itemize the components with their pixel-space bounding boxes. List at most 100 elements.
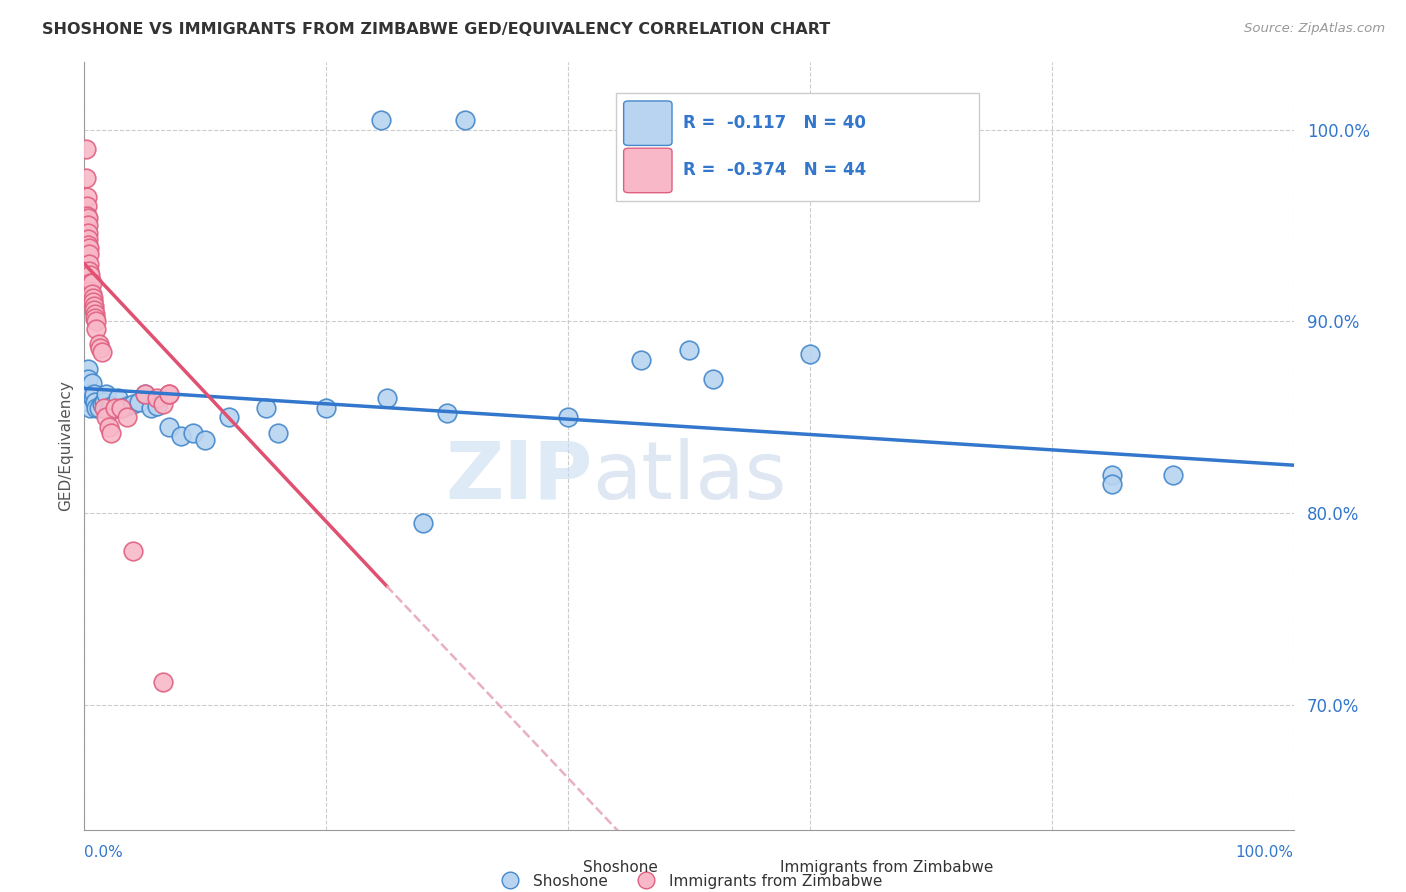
Point — [254, 401, 277, 415]
Text: Source: ZipAtlas.com: Source: ZipAtlas.com — [1244, 22, 1385, 36]
Point — [110, 401, 132, 415]
Point — [76, 209, 98, 223]
Point — [80, 287, 103, 301]
Point — [87, 337, 110, 351]
Point — [79, 268, 101, 283]
Point — [630, 352, 652, 367]
Point — [86, 314, 108, 328]
Point — [94, 410, 117, 425]
Point — [76, 189, 98, 203]
Point — [77, 395, 100, 409]
Point — [100, 425, 122, 440]
Point — [157, 420, 180, 434]
Point — [80, 376, 103, 390]
Point — [91, 345, 114, 359]
Point — [121, 397, 143, 411]
Point — [134, 387, 156, 401]
Point — [77, 219, 100, 233]
Text: R =  -0.117   N = 40: R = -0.117 N = 40 — [683, 114, 866, 132]
Point — [86, 401, 108, 415]
Point — [77, 242, 100, 256]
Point — [100, 399, 122, 413]
Point — [107, 391, 129, 405]
Point — [82, 391, 104, 405]
Point — [370, 113, 392, 128]
Text: SHOSHONE VS IMMIGRANTS FROM ZIMBABWE GED/EQUIVALENCY CORRELATION CHART: SHOSHONE VS IMMIGRANTS FROM ZIMBABWE GED… — [42, 22, 831, 37]
Text: ZIP: ZIP — [444, 438, 592, 516]
Point — [82, 291, 104, 305]
Point — [181, 425, 204, 440]
Point — [80, 276, 103, 290]
Point — [157, 387, 180, 401]
Point — [76, 199, 98, 213]
Point — [115, 410, 138, 425]
Point — [146, 391, 169, 405]
Point — [128, 395, 150, 409]
Point — [94, 387, 117, 401]
Point — [83, 387, 105, 401]
Point — [121, 544, 143, 558]
FancyBboxPatch shape — [624, 101, 672, 145]
Text: atlas: atlas — [592, 438, 786, 516]
Point — [77, 237, 100, 252]
Point — [75, 142, 97, 156]
Point — [77, 372, 100, 386]
Point — [79, 276, 101, 290]
Point — [77, 226, 100, 240]
Point — [146, 399, 169, 413]
Point — [79, 401, 101, 415]
Point — [454, 113, 477, 128]
Point — [1101, 477, 1123, 491]
Point — [315, 401, 337, 415]
Y-axis label: GED/Equivalency: GED/Equivalency — [58, 381, 73, 511]
Point — [557, 410, 579, 425]
Point — [218, 410, 240, 425]
Point — [93, 401, 115, 415]
Point — [97, 401, 120, 415]
Point — [91, 397, 114, 411]
Point — [77, 264, 100, 278]
Point — [375, 391, 398, 405]
Point — [115, 399, 138, 413]
Point — [77, 387, 100, 401]
Point — [134, 387, 156, 401]
Point — [77, 257, 100, 271]
Point — [104, 401, 127, 415]
Point — [84, 310, 107, 325]
Point — [170, 429, 193, 443]
Point — [82, 295, 104, 310]
Point — [84, 395, 107, 409]
Point — [75, 170, 97, 185]
FancyBboxPatch shape — [624, 148, 672, 193]
Point — [157, 387, 180, 401]
Text: Immigrants from Zimbabwe: Immigrants from Zimbabwe — [780, 860, 994, 874]
Text: R =  -0.374   N = 44: R = -0.374 N = 44 — [683, 161, 866, 179]
Point — [678, 343, 700, 357]
FancyBboxPatch shape — [616, 93, 979, 201]
Text: 0.0%: 0.0% — [84, 845, 124, 860]
Point — [194, 434, 217, 448]
Point — [77, 362, 100, 376]
Point — [77, 232, 100, 246]
Point — [152, 674, 174, 689]
Point — [87, 401, 110, 415]
Point — [83, 299, 105, 313]
Point — [86, 322, 108, 336]
Point — [702, 372, 724, 386]
Point — [84, 307, 107, 321]
Text: 100.0%: 100.0% — [1236, 845, 1294, 860]
Point — [79, 284, 101, 298]
Point — [93, 395, 115, 409]
Point — [77, 247, 100, 261]
Point — [412, 516, 434, 530]
Point — [436, 406, 458, 420]
Point — [104, 401, 127, 415]
Point — [1101, 467, 1123, 482]
Point — [77, 211, 100, 225]
Point — [267, 425, 290, 440]
Point — [799, 347, 821, 361]
Point — [83, 302, 105, 317]
Point — [1161, 467, 1184, 482]
Legend: Shoshone, Immigrants from Zimbabwe: Shoshone, Immigrants from Zimbabwe — [489, 868, 889, 892]
Point — [110, 401, 132, 415]
